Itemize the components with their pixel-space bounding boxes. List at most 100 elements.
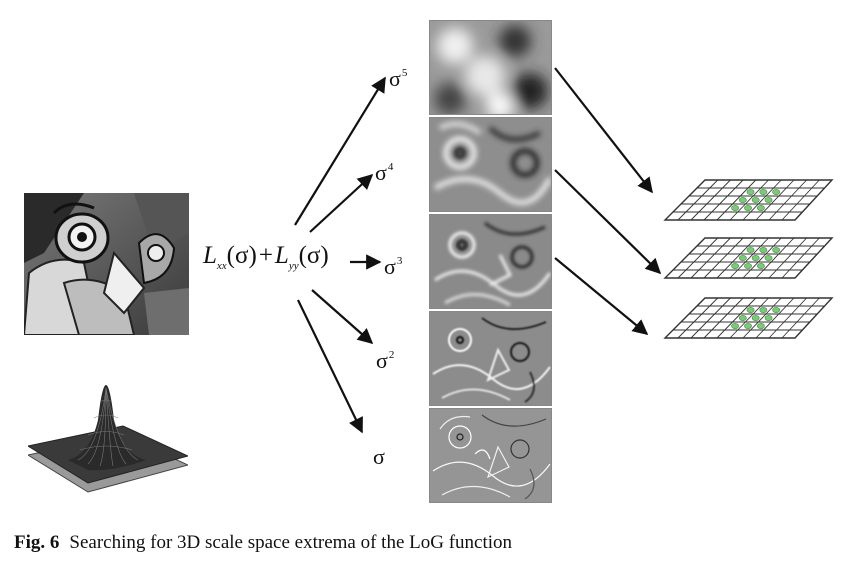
extrema-point [746,307,755,313]
grid-plane [663,297,834,339]
extrema-point [731,263,739,269]
scale-image-sigma5 [429,20,552,115]
sigma2-exp: 2 [388,349,395,361]
formula-lyy-arg: (σ) [298,242,329,269]
extrema-point [772,247,781,253]
grid-line [729,179,769,221]
arrow-to-sigma2 [311,289,374,345]
extrema-point [764,255,773,261]
grid-line [677,297,719,339]
formula-lxx-arg: (σ) [226,242,257,269]
formula-lxx-sub: xx [216,260,227,272]
sigma4-label: σ4 [375,162,393,184]
sigma3-exp: 3 [396,255,403,267]
grid-line [755,297,795,339]
extrema-point [772,189,781,195]
grid-line [690,297,731,339]
extrema-point [764,315,773,321]
extrema-point [731,323,739,329]
grid-line [716,179,757,221]
formula-lyy: L [274,242,289,269]
extrema-grid-2 [663,237,834,279]
caption-label: Fig. 6 [14,532,60,553]
grid-line [742,297,782,339]
sigma4-exp: 4 [387,161,394,173]
grid-line [729,297,769,339]
grid-line [690,237,731,279]
extrema-point [738,255,747,261]
gaussian-surface [28,385,188,493]
extrema-point [751,315,760,321]
extrema-point [759,247,768,253]
extrema-point [738,315,747,321]
sigma2-base: σ [376,348,388,373]
log-formula: Lxx(σ)+Lyy(σ) [203,243,329,272]
formula-lxx: L [203,242,217,269]
grid-line [755,179,795,221]
grid-line [768,237,807,279]
extrema-point [764,197,773,203]
grid-line [768,297,807,339]
sigma3-label: σ3 [384,256,402,278]
arrow-to-sigma1 [297,299,363,434]
scale-image-sigma2 [429,311,552,406]
grid-line [690,179,731,221]
scale-image-sigma3 [429,214,552,309]
grid-line [677,179,719,221]
extrema-point [757,263,765,269]
scale-image-sigma4 [429,117,552,212]
figure: Lxx(σ)+Lyy(σ) σ5 σ4 σ3 σ2 σ [14,20,834,553]
sigma5-base: σ [389,66,401,91]
grid-line [729,237,769,279]
grid-line [677,237,719,279]
sigma1-label: σ [373,446,386,468]
extrema-point [746,189,755,195]
sigma4-base: σ [375,160,387,185]
extrema-point [738,197,747,203]
extrema-point [744,205,752,211]
extrema-point [731,205,739,211]
grid-line [703,179,744,221]
sigma2-label: σ2 [376,350,394,372]
grid-line [703,237,744,279]
grid-line [716,237,757,279]
grid-line [755,237,795,279]
arrow-to-sigma5 [294,76,386,226]
formula-lyy-sub: yy [288,260,299,272]
arrow-to-grid2 [554,169,662,275]
sigma1-base: σ [373,444,385,469]
formula-plus: + [258,242,273,269]
grid-line [703,297,744,339]
grid-line [742,237,782,279]
grid-line [781,179,820,221]
grid-line [781,297,820,339]
extrema-point [751,197,760,203]
figure-caption: Fig. 6 Searching for 3D scale space extre… [14,532,512,554]
grid-plane [663,179,834,221]
caption-text: Searching for 3D scale space extrema of … [69,532,513,553]
grid-plane [663,237,834,279]
extrema-point [759,189,768,195]
extrema-point [757,205,765,211]
extrema-grid-1 [663,179,834,221]
grid-line [742,179,782,221]
sigma3-base: σ [384,254,396,279]
extrema-point [744,323,752,329]
input-image [24,193,189,335]
grid-line [781,237,820,279]
extrema-grids [663,179,834,339]
arrow-to-grid3 [554,257,649,335]
scale-image-sigma1 [429,408,552,503]
arrow-to-sigma4 [309,173,374,233]
extrema-point [759,307,768,313]
sigma5-label: σ5 [389,68,407,90]
extrema-point [744,263,752,269]
grid-line [716,297,757,339]
extrema-point [772,307,781,313]
sigma5-exp: 5 [401,67,408,79]
arrow-to-grid1 [554,67,653,194]
extrema-grid-3 [663,297,834,339]
extrema-point [751,255,760,261]
extrema-point [746,247,755,253]
grid-line [768,179,807,221]
